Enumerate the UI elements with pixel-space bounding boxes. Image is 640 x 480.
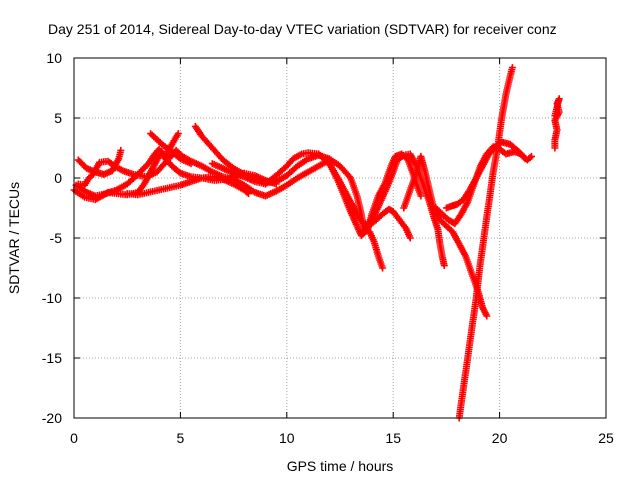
data-point xyxy=(243,188,251,196)
data-point xyxy=(508,64,516,72)
series-track-14 xyxy=(455,64,516,422)
y-axis-title: SDTVAR / TECUs xyxy=(6,182,22,294)
x-tick-label: 5 xyxy=(177,430,185,446)
series-track-5 xyxy=(123,173,252,199)
series-track-4 xyxy=(74,146,333,200)
data-point xyxy=(406,234,414,242)
y-tick-label: -10 xyxy=(42,290,62,306)
y-tick-label: 5 xyxy=(54,110,62,126)
data-point xyxy=(174,130,182,138)
series-track-11 xyxy=(400,152,491,320)
x-tick-label: 15 xyxy=(385,430,401,446)
data-point xyxy=(117,146,125,154)
series-track-13 xyxy=(442,138,529,212)
data-point xyxy=(528,152,535,160)
data-point xyxy=(483,312,491,320)
axis-ticks: 0 5 10 15 20 25 -20 -15 -10 -5 0 5 10 xyxy=(42,50,614,446)
data-point xyxy=(520,153,528,161)
y-tick-label: 10 xyxy=(46,50,62,66)
y-tick-label: 0 xyxy=(54,170,62,186)
data-point xyxy=(417,192,425,200)
chart-title: Day 251 of 2014, Sidereal Day-to-day VTE… xyxy=(48,21,557,37)
x-tick-label: 20 xyxy=(492,430,508,446)
data-point xyxy=(245,190,252,198)
data-point xyxy=(526,154,534,162)
data-point xyxy=(440,262,448,270)
data-point xyxy=(187,160,195,168)
data-point xyxy=(551,112,559,120)
series-track-15 xyxy=(551,95,563,152)
plot-frame xyxy=(73,57,607,419)
series-track-2 xyxy=(70,130,182,204)
series-track-7 xyxy=(191,122,387,272)
y-tick-label: -5 xyxy=(50,230,63,246)
data-point xyxy=(521,155,529,163)
series-track-6 xyxy=(147,130,195,168)
data-series xyxy=(70,64,563,422)
x-tick-label: 25 xyxy=(598,430,614,446)
grid-lines xyxy=(74,58,606,418)
x-tick-label: 0 xyxy=(70,430,78,446)
x-tick-label: 10 xyxy=(279,430,295,446)
y-tick-label: -15 xyxy=(42,350,62,366)
y-tick-label: -20 xyxy=(42,410,62,426)
data-point xyxy=(379,264,387,272)
x-axis-title: GPS time / hours xyxy=(287,458,394,474)
